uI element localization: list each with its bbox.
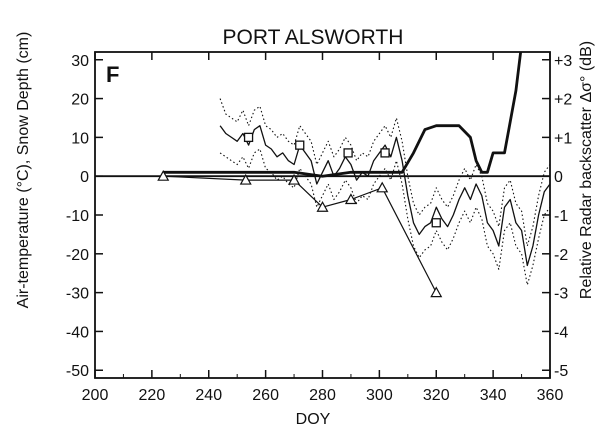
panel-letter: F <box>106 62 119 87</box>
x-tick-label: 220 <box>139 387 166 404</box>
y-tick-label: 0 <box>80 169 89 186</box>
y2-tick-label: -1 <box>554 208 568 225</box>
y2-tick-label: +1 <box>554 130 572 147</box>
triangle-marker <box>157 169 170 181</box>
x-tick-label: 260 <box>252 387 279 404</box>
x-axis-label: DOY <box>296 411 331 428</box>
triangle-marker <box>316 201 329 212</box>
y-tick-label: -10 <box>66 208 89 225</box>
y2-tick-label: 0 <box>554 169 563 186</box>
y2-tick-label: -3 <box>554 286 568 303</box>
x-tick-label: 360 <box>537 387 564 404</box>
chart-title: PORT ALSWORTH <box>223 26 404 49</box>
y2-tick-label: +2 <box>554 92 572 109</box>
x-tick-label: 280 <box>309 387 336 404</box>
y2-tick-label: -5 <box>554 363 568 380</box>
tick-layer: 200 220 240 260 280 300 320 340 3603020100-10-20… <box>66 52 572 404</box>
plot-frame <box>94 51 551 379</box>
y-tick-label: 30 <box>71 53 89 70</box>
x-tick-label: 340 <box>480 387 507 404</box>
y-tick-label: -40 <box>66 324 89 341</box>
air-temperature-line <box>219 125 550 267</box>
triangle-marker <box>430 286 443 298</box>
x-tick-label: 300 <box>366 387 393 404</box>
series-layer <box>95 52 550 298</box>
y2-axis-label: Relative Radar backscatter Δσ° (dB) <box>578 41 595 299</box>
triangle-marker <box>239 173 252 185</box>
y-tick-label: 10 <box>71 130 89 147</box>
triangle-marker <box>376 181 389 193</box>
x-tick-label: 320 <box>423 387 450 404</box>
square-marker <box>243 132 254 143</box>
y-axis-label: Air-temperature (°C), Snow Depth (cm) <box>15 32 32 309</box>
radar-backscatter-line <box>163 175 437 293</box>
y2-tick-label: -2 <box>554 247 568 264</box>
triangle-marker <box>288 173 301 185</box>
triangle-marker <box>344 193 357 205</box>
square-marker <box>431 218 441 228</box>
square-marker <box>380 148 390 158</box>
x-tick-label: 240 <box>195 387 222 404</box>
square-marker <box>343 148 353 158</box>
y2-tick-label: +3 <box>554 53 572 70</box>
y-tick-label: -20 <box>66 247 89 264</box>
air-temperature-range-line <box>219 148 550 286</box>
y-tick-label: 20 <box>71 92 89 109</box>
square-marker <box>295 140 305 150</box>
y2-tick-label: -4 <box>554 324 568 341</box>
air-temperature-range-line <box>219 98 550 247</box>
snow-depth-line <box>163 52 523 178</box>
y-tick-label: -50 <box>66 363 89 380</box>
x-tick-label: 200 <box>82 387 109 404</box>
y-tick-label: -30 <box>66 286 89 303</box>
